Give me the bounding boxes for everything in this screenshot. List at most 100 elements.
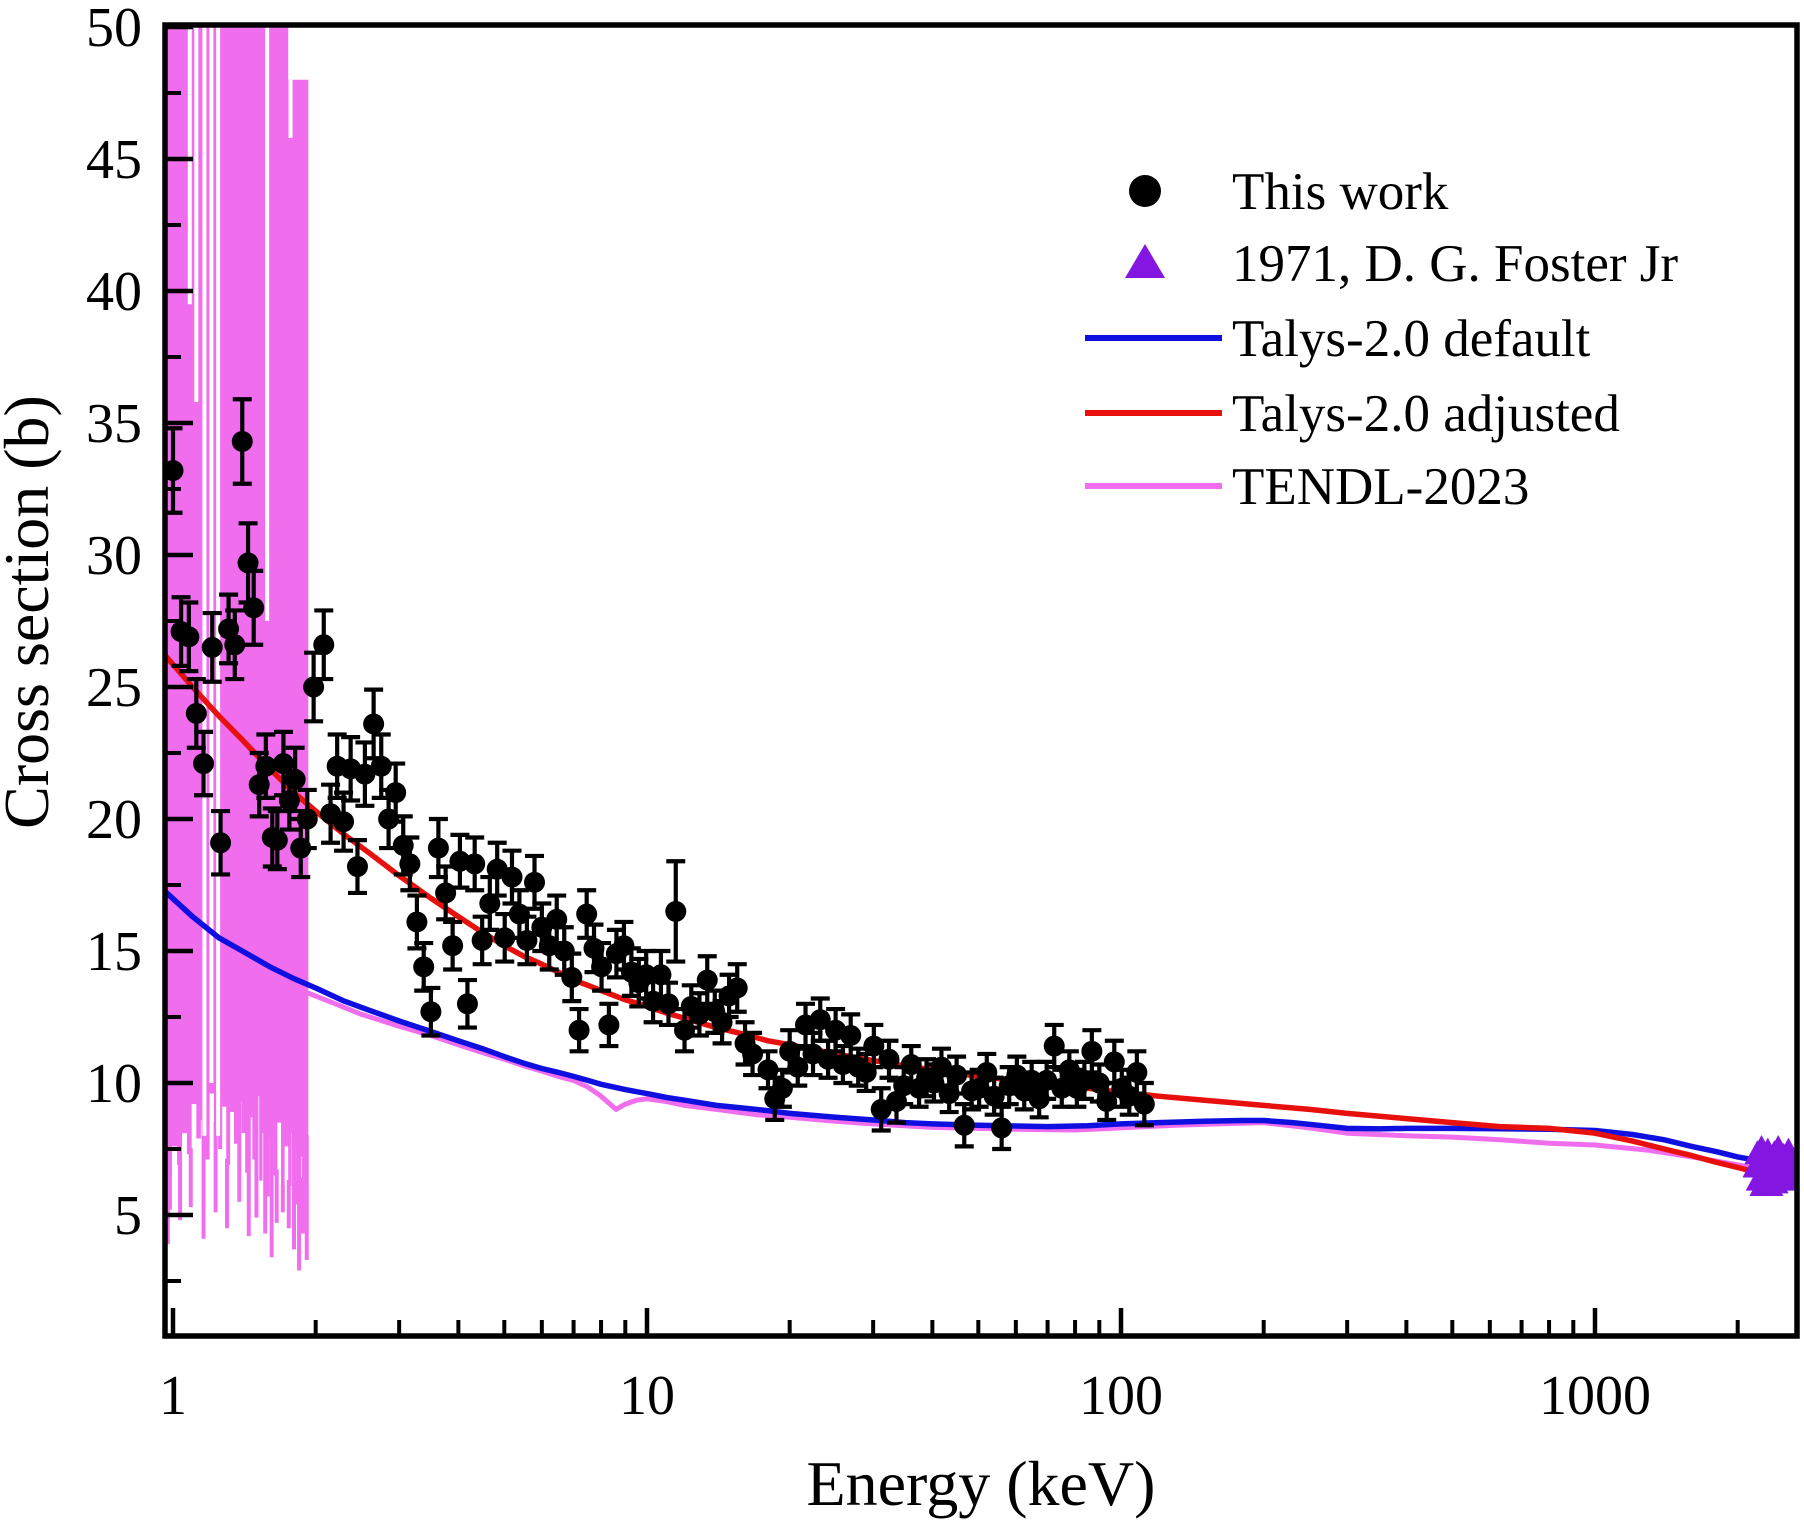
- data-point-circle: [516, 929, 538, 951]
- data-point-circle: [185, 702, 207, 724]
- legend-circle-marker: [1129, 175, 1161, 207]
- data-point-circle: [1081, 1040, 1103, 1062]
- data-point-circle: [696, 969, 718, 991]
- y-tick-label: 5: [114, 1185, 142, 1247]
- x-axis-label: Energy (keV): [807, 1448, 1156, 1519]
- talys-adjusted-line: [165, 652, 1770, 1177]
- legend-item-this-work: This work: [1129, 163, 1449, 221]
- data-point-circle: [508, 903, 530, 925]
- legend-label: Talys-2.0 default: [1232, 310, 1591, 368]
- data-point-circle: [771, 1077, 793, 1099]
- data-point-circle: [442, 935, 464, 957]
- data-point-circle: [346, 856, 368, 878]
- data-point-circle: [494, 927, 516, 949]
- data-point-circle: [1133, 1093, 1155, 1115]
- legend-item-talys-2-0-adjusted: Talys-2.0 adjusted: [1085, 385, 1620, 443]
- data-point-circle: [863, 1035, 885, 1057]
- data-point-circle: [561, 966, 583, 988]
- legend-triangle-marker: [1125, 244, 1165, 278]
- data-point-circle: [1103, 1051, 1125, 1073]
- foster-triangle: [1784, 1160, 1797, 1183]
- data-point-circle: [178, 626, 200, 648]
- data-point-circle: [613, 935, 635, 957]
- legend-item-1971-d-g-foster-jr: 1971, D. G. Foster Jr: [1125, 235, 1678, 293]
- data-point-circle: [598, 1014, 620, 1036]
- data-point-circle: [840, 1024, 862, 1046]
- legend-label: 1971, D. G. Foster Jr: [1232, 235, 1678, 293]
- data-point-circle: [471, 929, 493, 951]
- data-point-circle: [385, 782, 407, 804]
- x-tick-label: 1: [159, 1365, 187, 1427]
- data-point-circle: [657, 993, 679, 1015]
- x-tick-label: 1000: [1539, 1365, 1651, 1427]
- legend-label: Talys-2.0 adjusted: [1232, 385, 1620, 443]
- data-point-circle: [427, 837, 449, 859]
- x-tick-label: 100: [1079, 1365, 1163, 1427]
- data-point-circle: [420, 1001, 442, 1023]
- y-tick-label: 40: [86, 261, 142, 323]
- curve: [165, 890, 1770, 1165]
- data-point-circle: [363, 713, 385, 735]
- data-point-circle: [406, 911, 428, 933]
- data-point-circle: [923, 1072, 945, 1094]
- legend: This work 1971, D. G. Foster Jr Talys-2.0 …: [1085, 163, 1678, 516]
- y-tick-label: 20: [86, 789, 142, 851]
- data-point-circle: [501, 866, 523, 888]
- data-point-circle: [231, 430, 253, 452]
- data-point-circle: [809, 1009, 831, 1031]
- data-point-circle: [1096, 1090, 1118, 1112]
- data-point-circle: [413, 956, 435, 978]
- data-point-circle: [313, 634, 335, 656]
- x-axis: 1 10 100 1000: [159, 1308, 1740, 1427]
- data-point-circle: [946, 1064, 968, 1086]
- data-point-circle: [576, 903, 598, 925]
- data-point-circle: [650, 964, 672, 986]
- data-point-circle: [553, 940, 575, 962]
- data-point-circle: [524, 871, 546, 893]
- data-point-circle: [333, 811, 355, 833]
- y-tick-label: 35: [86, 393, 142, 455]
- tendl-resonance-band: [165, 25, 309, 1271]
- y-tick-label: 10: [86, 1053, 142, 1115]
- y-tick-label: 25: [86, 657, 142, 719]
- data-point-circle: [779, 1040, 801, 1062]
- y-axis: 5 10 15 20 25 30 35 40 45 50: [86, 0, 193, 1283]
- data-point-circle: [201, 636, 223, 658]
- legend-label: TENDL-2023: [1232, 458, 1529, 516]
- data-point-circle: [224, 634, 246, 656]
- data-point-circle: [1126, 1061, 1148, 1083]
- foster-1971-triangles: [1742, 1135, 1797, 1196]
- talys-default-line: [165, 890, 1770, 1165]
- data-point-circle: [354, 763, 376, 785]
- frame-rect: [162, 22, 1800, 1339]
- data-point-circle: [878, 1048, 900, 1070]
- x-tick-label: 10: [619, 1365, 675, 1427]
- y-tick-label: 50: [86, 0, 142, 59]
- data-point-circle: [742, 1043, 764, 1065]
- data-point-circle: [193, 753, 215, 775]
- legend-item-talys-2-0-default: Talys-2.0 default: [1085, 310, 1591, 368]
- data-point-circle: [665, 900, 687, 922]
- curve: [165, 652, 1770, 1177]
- data-point-circle: [237, 552, 259, 574]
- y-axis-label: Cross section (b): [0, 395, 62, 829]
- data-point-circle: [953, 1114, 975, 1136]
- legend-item-tendl-2023: TENDL-2023: [1085, 458, 1529, 516]
- data-point-circle: [272, 753, 294, 775]
- data-point-circle: [591, 956, 613, 978]
- legend-label: This work: [1232, 163, 1449, 221]
- data-point-circle: [1043, 1035, 1065, 1057]
- data-point-circle: [399, 853, 421, 875]
- data-point-circle: [296, 808, 318, 830]
- data-point-circle: [546, 908, 568, 930]
- data-point-circle: [210, 832, 232, 854]
- data-point-circle: [284, 768, 306, 790]
- data-point-circle: [479, 892, 501, 914]
- data-point-circle: [255, 755, 277, 777]
- y-tick-label: 45: [86, 129, 142, 191]
- data-point-circle: [370, 755, 392, 777]
- y-tick-label: 15: [86, 921, 142, 983]
- data-point-circle: [456, 993, 478, 1015]
